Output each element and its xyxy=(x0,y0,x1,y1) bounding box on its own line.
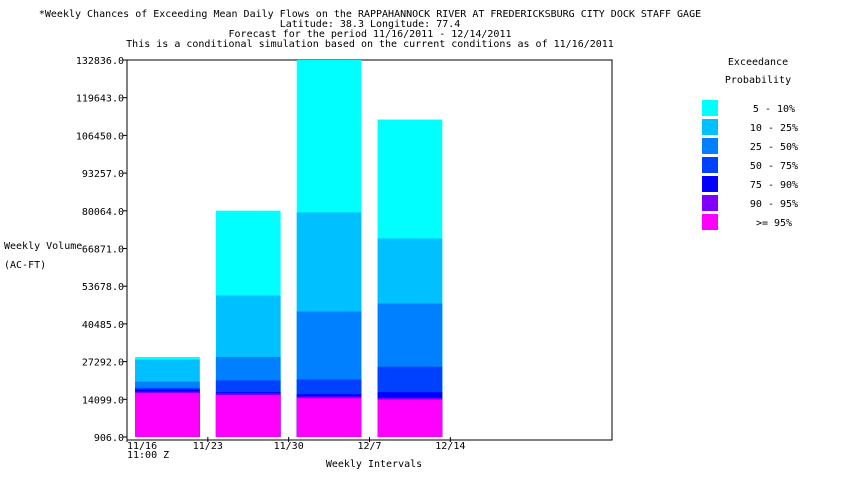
legend-title-line-1: Exceedance xyxy=(728,57,788,68)
legend-swatch xyxy=(702,157,718,173)
bars xyxy=(135,60,443,437)
title-line-1: *Weekly Chances of Exceeding Mean Daily … xyxy=(39,9,701,20)
legend-item: 75 - 90% xyxy=(702,176,798,192)
x-tick-label: 12/7 xyxy=(357,441,381,452)
legend-item: 25 - 50% xyxy=(702,138,798,154)
bar-group xyxy=(296,60,362,437)
bar-segment xyxy=(296,398,362,437)
legend-item: 5 - 10% xyxy=(702,100,795,116)
y-tick-label: 14099.0 xyxy=(82,395,124,406)
legend-swatch xyxy=(702,214,718,230)
legend-swatch xyxy=(702,176,718,192)
bar-segment xyxy=(135,393,200,437)
legend-label: 50 - 75% xyxy=(750,161,798,172)
x-axis-ticks: 11/16 11/23 11/30 12/7 12/14 xyxy=(126,437,465,452)
y-tick-label: 119643.0 xyxy=(76,94,124,105)
legend-label: 10 - 25% xyxy=(750,123,798,134)
bar-group xyxy=(215,210,281,437)
x-tick-label: 12/14 xyxy=(435,441,465,452)
x-tick-label: 11/30 xyxy=(274,441,304,452)
y-tick-label: 27292.0 xyxy=(82,358,124,369)
y-axis-ticks: 906.0 14099.0 27292.0 40485.0 53678.0 66871.0… xyxy=(76,56,127,444)
y-axis-label-line-2: (AC-FT) xyxy=(4,260,46,271)
title-line-3: Forecast for the period 11/16/2011 - 12/… xyxy=(229,29,512,40)
y-axis-label-line-1: Weekly Volume xyxy=(4,241,82,252)
x-tick-label: 11/23 xyxy=(193,441,223,452)
y-tick-label: 906.0 xyxy=(94,433,124,444)
legend-item: >= 95% xyxy=(702,214,792,230)
x-tick-label: 11/16 xyxy=(127,441,157,452)
y-tick-label: 93257.0 xyxy=(82,169,124,180)
bar-group xyxy=(135,357,200,437)
y-tick-label: 53678.0 xyxy=(82,282,124,293)
bar-segment xyxy=(377,399,443,437)
title-line-2: Latitude: 38.3 Longitude: 77.4 xyxy=(280,19,461,30)
x-tick-sublabel: 11:00 Z xyxy=(127,450,169,461)
y-tick-label: 132836.0 xyxy=(76,56,124,67)
legend-label: >= 95% xyxy=(756,218,792,229)
legend-item: 90 - 95% xyxy=(702,195,798,211)
title-line-4: This is a conditional simulation based o… xyxy=(126,39,614,50)
bar-segment xyxy=(215,395,281,437)
legend-label: 25 - 50% xyxy=(750,142,798,153)
x-axis-label: Weekly Intervals xyxy=(326,459,422,470)
y-tick-label: 66871.0 xyxy=(82,245,124,256)
bar-group xyxy=(377,119,443,437)
legend-item: 10 - 25% xyxy=(702,119,798,135)
y-tick-label: 106450.0 xyxy=(76,131,124,142)
legend-item: 50 - 75% xyxy=(702,157,798,173)
legend-title-line-2: Probability xyxy=(725,75,791,86)
y-tick-label: 40485.0 xyxy=(82,320,124,331)
legend-swatch xyxy=(702,138,718,154)
legend-items: 5 - 10% 10 - 25% 25 - 50% 50 - 75% 75 - 90% 9… xyxy=(702,100,798,230)
legend-swatch xyxy=(702,100,718,116)
legend-label: 75 - 90% xyxy=(750,180,798,191)
legend: Exceedance Probability 5 - 10% 10 - 25% 25… xyxy=(702,57,798,230)
chart-title: *Weekly Chances of Exceeding Mean Daily … xyxy=(39,9,701,50)
y-tick-label: 80064.0 xyxy=(82,207,124,218)
legend-swatch xyxy=(702,195,718,211)
legend-label: 90 - 95% xyxy=(750,199,798,210)
legend-label: 5 - 10% xyxy=(753,104,795,115)
legend-swatch xyxy=(702,119,718,135)
